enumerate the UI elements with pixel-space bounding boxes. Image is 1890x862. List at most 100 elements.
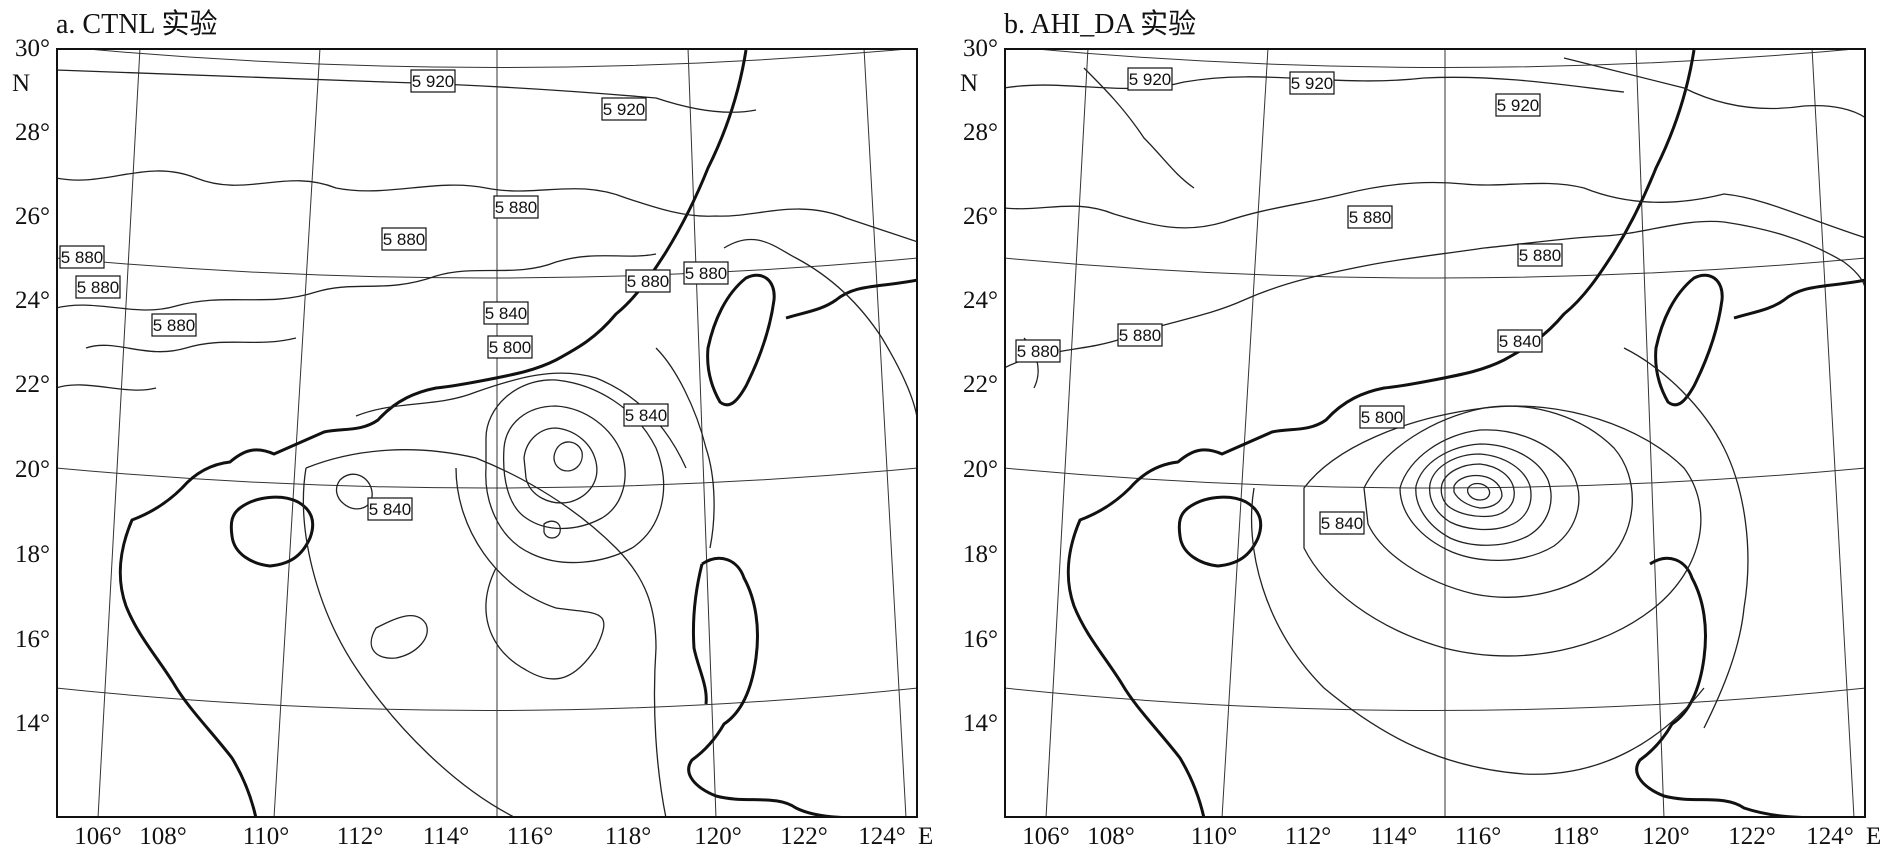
contour-label: 5 920 — [1127, 67, 1173, 91]
contour-label: 5 920 — [1289, 71, 1335, 95]
svg-text:5 920: 5 920 — [603, 100, 646, 119]
contour-label: 5 880 — [381, 227, 427, 251]
svg-text:5 920: 5 920 — [1129, 70, 1172, 89]
map-frame — [56, 48, 918, 818]
contour-label: 5 880 — [151, 313, 197, 337]
svg-text:5 800: 5 800 — [1361, 408, 1404, 427]
lon-label-112: 112° — [1284, 823, 1332, 850]
svg-text:5 840: 5 840 — [1499, 332, 1542, 351]
lat-label-20: 20° — [963, 456, 998, 483]
lon-label-124: 124° — [1806, 823, 1854, 850]
lat-label-18: 18° — [15, 541, 50, 568]
contour-label: 5 840 — [623, 403, 669, 427]
lon-label-122: 122° — [1728, 823, 1776, 850]
contour-label: 5 920 — [601, 97, 647, 121]
contour-label: 5 880 — [75, 275, 121, 299]
lon-unit-label: E — [1866, 823, 1882, 850]
svg-text:5 840: 5 840 — [369, 500, 412, 519]
map-canvas: 5 920 5 920 5 880 5 880 5 880 5 880 5 88… — [56, 48, 918, 818]
map-canvas: 5 920 5 920 5 920 5 880 5 880 5 880 5 88… — [1004, 48, 1866, 818]
svg-text:5 880: 5 880 — [153, 316, 196, 335]
lon-label-108: 108° — [1087, 823, 1135, 850]
lat-unit-label: N — [960, 70, 979, 97]
svg-text:5 880: 5 880 — [685, 264, 728, 283]
lon-label-116: 116° — [506, 823, 554, 850]
svg-text:5 880: 5 880 — [77, 278, 120, 297]
lon-label-110: 110° — [1190, 823, 1238, 850]
map-frame — [1004, 48, 1866, 818]
lat-label-30: 30° — [15, 35, 50, 62]
contour-label: 5 920 — [1495, 93, 1541, 117]
contour-label: 5 880 — [1347, 205, 1393, 229]
lat-label-20: 20° — [15, 456, 50, 483]
lon-label-112: 112° — [336, 823, 384, 850]
lon-label-120: 120° — [694, 823, 742, 850]
panel-ahi-da: b. AHI_DA 实验 30° N 28° 26° 24° 22° 20° 1… — [948, 0, 1888, 862]
contour-label: 5 840 — [367, 497, 413, 521]
svg-text:5 880: 5 880 — [627, 272, 670, 291]
svg-text:5 840: 5 840 — [1321, 514, 1364, 533]
svg-text:5 880: 5 880 — [495, 198, 538, 217]
contour-label: 5 920 — [410, 69, 456, 93]
lon-label-106: 106° — [74, 823, 122, 850]
lat-label-26: 26° — [15, 203, 50, 230]
contour-label: 5 840 — [1497, 329, 1543, 353]
panel-ctnl: a. CTNL 实验 30° N 28° 26° 24° 22° 20° 18°… — [0, 0, 940, 862]
lat-label-28: 28° — [15, 119, 50, 146]
lon-label-120: 120° — [1642, 823, 1690, 850]
lon-label-114: 114° — [1370, 823, 1418, 850]
lon-label-122: 122° — [780, 823, 828, 850]
lon-label-116: 116° — [1454, 823, 1502, 850]
geopotential-contours — [1004, 57, 1866, 775]
graticule — [56, 48, 918, 818]
lat-label-24: 24° — [15, 287, 50, 314]
lat-label-30: 30° — [963, 35, 998, 62]
lat-label-22: 22° — [15, 371, 50, 398]
svg-text:5 920: 5 920 — [1291, 74, 1334, 93]
lat-label-16: 16° — [963, 626, 998, 653]
lat-label-26: 26° — [963, 203, 998, 230]
contour-label: 5 880 — [59, 245, 105, 269]
contour-label: 5 800 — [487, 335, 533, 359]
svg-text:5 920: 5 920 — [412, 72, 455, 91]
svg-text:5 840: 5 840 — [625, 406, 668, 425]
lat-label-14: 14° — [963, 710, 998, 737]
contour-label: 5 880 — [625, 269, 671, 293]
svg-text:5 880: 5 880 — [1119, 326, 1162, 345]
svg-text:5 880: 5 880 — [383, 230, 426, 249]
contour-label: 5 880 — [1015, 339, 1061, 363]
lon-label-108: 108° — [139, 823, 187, 850]
geopotential-contours — [56, 69, 918, 818]
svg-text:5 880: 5 880 — [1349, 208, 1392, 227]
lat-unit-label: N — [12, 70, 31, 97]
lon-label-114: 114° — [422, 823, 470, 850]
lat-label-24: 24° — [963, 287, 998, 314]
lon-label-118: 118° — [604, 823, 652, 850]
panel-title: a. CTNL 实验 — [56, 9, 218, 40]
lon-label-118: 118° — [1552, 823, 1600, 850]
panel-title: b. AHI_DA 实验 — [1004, 9, 1197, 40]
contour-label: 5 880 — [493, 195, 539, 219]
lat-label-16: 16° — [15, 626, 50, 653]
lat-label-18: 18° — [963, 541, 998, 568]
svg-text:5 880: 5 880 — [1017, 342, 1060, 361]
lat-label-14: 14° — [15, 710, 50, 737]
contour-label: 5 880 — [683, 261, 729, 285]
lon-label-106: 106° — [1022, 823, 1070, 850]
contour-label: 5 880 — [1117, 323, 1163, 347]
svg-text:5 840: 5 840 — [485, 304, 528, 323]
graticule — [1004, 48, 1866, 818]
coastline — [1066, 49, 1866, 818]
contour-label: 5 800 — [1359, 405, 1405, 429]
svg-text:5 800: 5 800 — [489, 338, 532, 357]
lon-label-110: 110° — [242, 823, 290, 850]
svg-text:5 880: 5 880 — [1519, 246, 1562, 265]
lat-label-22: 22° — [963, 371, 998, 398]
lat-label-28: 28° — [963, 119, 998, 146]
coastline — [118, 49, 918, 818]
lon-unit-label: E — [918, 823, 934, 850]
svg-text:5 920: 5 920 — [1497, 96, 1540, 115]
contour-label: 5 840 — [483, 301, 529, 325]
svg-text:5 880: 5 880 — [61, 248, 104, 267]
contour-label: 5 880 — [1517, 243, 1563, 267]
